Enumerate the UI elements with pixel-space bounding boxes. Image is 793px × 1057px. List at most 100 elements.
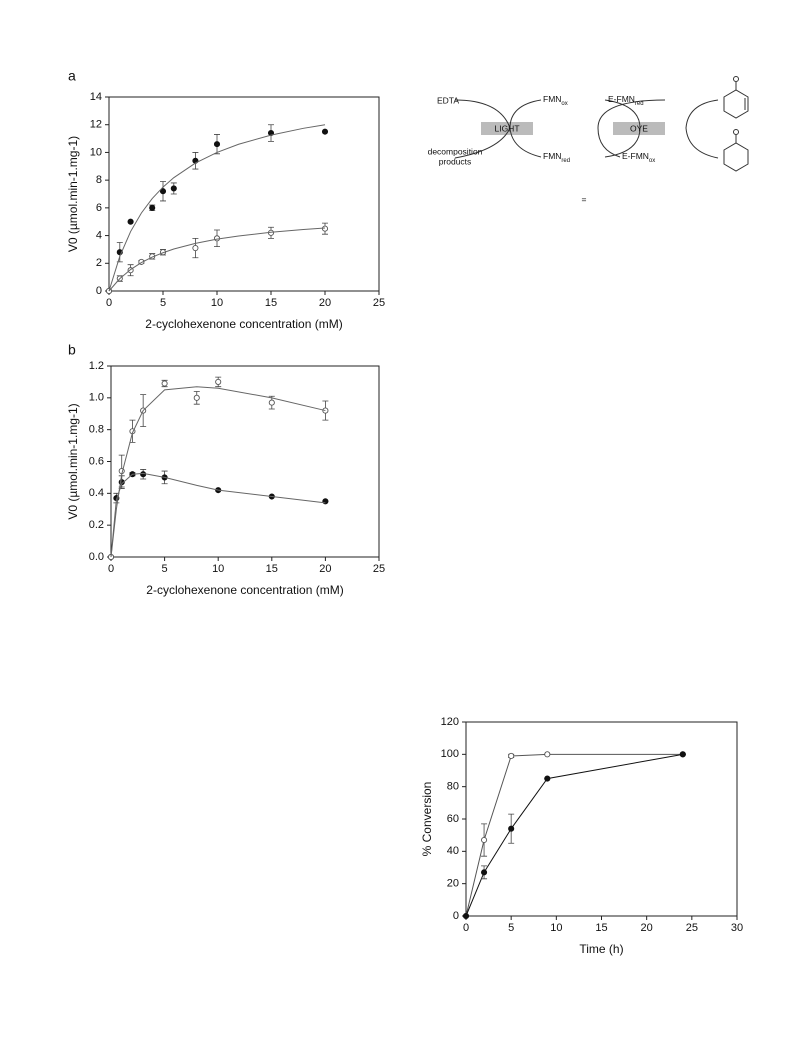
x-tick-label: 15 <box>265 297 277 309</box>
data-point <box>161 380 168 387</box>
data-point <box>213 141 221 148</box>
data-point <box>213 235 221 242</box>
x-tick-label: 25 <box>373 297 385 309</box>
arrow <box>685 99 719 159</box>
edta-label: EDTA <box>437 95 459 105</box>
diagram-label: E-FMNred <box>608 94 644 106</box>
diagram-label: E-FMNox <box>622 151 655 163</box>
data-point <box>321 128 329 135</box>
series-line <box>108 227 326 292</box>
x-tick-label: 5 <box>508 922 514 934</box>
y-tick-label: 20 <box>447 878 459 890</box>
data-point <box>481 869 488 876</box>
data-point <box>481 836 488 844</box>
plot-frame <box>465 721 738 917</box>
x-tick-label: 25 <box>686 922 698 934</box>
x-axis-label: 2-cyclohexenone concentration (mM) <box>146 583 343 597</box>
x-tick-label: 0 <box>106 297 112 309</box>
label-base: E-FMN <box>622 151 649 161</box>
series-line <box>108 124 326 292</box>
label-sub: red <box>635 101 644 107</box>
x-tick-label: 25 <box>373 563 385 575</box>
label-sub: ox <box>561 101 567 107</box>
x-axis-label: Time (h) <box>579 942 623 956</box>
data-point <box>508 825 515 832</box>
data-point <box>679 751 686 758</box>
data-point <box>192 244 199 252</box>
footnote: = <box>582 194 587 204</box>
y-tick-label: 0.8 <box>89 424 104 436</box>
x-axis-label: 2-cyclohexenone concentration (mM) <box>145 317 342 331</box>
data-point <box>268 399 275 406</box>
label-base: FMN <box>543 151 561 161</box>
oxygen <box>733 76 739 82</box>
x-tick-label: 15 <box>266 563 278 575</box>
x-tick-label: 10 <box>212 563 224 575</box>
y-tick-label: 1.0 <box>89 392 104 404</box>
data-point <box>149 204 156 211</box>
y-axis-label: % Conversion <box>420 782 434 857</box>
label-base: E-FMN <box>608 94 635 104</box>
diagram-label: FMNred <box>543 151 570 163</box>
decomposition-label: decomposition <box>428 146 483 156</box>
x-tick-label: 30 <box>731 922 743 934</box>
arrow <box>509 99 542 158</box>
y-tick-label: 0.6 <box>89 455 104 467</box>
panel-label: a <box>68 68 76 84</box>
y-tick-label: 8 <box>96 174 102 186</box>
series-line <box>465 753 683 917</box>
plot-frame <box>108 96 380 292</box>
light-box <box>481 122 533 135</box>
light-label: LIGHT <box>494 123 519 133</box>
x-tick-label: 0 <box>463 922 469 934</box>
y-axis-label: V0 (µmol.min-1.mg-1) <box>66 403 80 519</box>
x-tick-label: 10 <box>211 297 223 309</box>
y-tick-label: 12 <box>90 119 102 131</box>
oye-box <box>613 122 665 135</box>
oxygen <box>733 129 739 135</box>
y-axis-label: V0 (µmol.min-1.mg-1) <box>66 136 80 252</box>
series-line <box>110 386 326 558</box>
x-tick-label: 20 <box>319 297 331 309</box>
y-tick-label: 80 <box>447 781 459 793</box>
y-tick-label: 0.4 <box>89 487 104 499</box>
data-point <box>508 752 515 760</box>
data-point <box>215 378 222 385</box>
plot-frame <box>110 365 380 558</box>
y-tick-label: 1.2 <box>89 360 104 372</box>
y-tick-label: 10 <box>90 146 102 158</box>
y-tick-label: 0.2 <box>89 519 104 531</box>
series-line <box>465 753 683 917</box>
y-tick-label: 4 <box>96 229 102 241</box>
oye-label: OYE <box>630 123 648 133</box>
data-point <box>127 218 134 225</box>
data-point <box>159 188 167 195</box>
y-tick-label: 120 <box>441 716 459 728</box>
diagram-label: FMNox <box>543 94 568 106</box>
y-tick-label: 60 <box>447 813 459 825</box>
data-point <box>544 775 551 782</box>
cyclohexenone <box>723 89 749 119</box>
x-tick-label: 5 <box>162 563 168 575</box>
decomposition-label: products <box>439 156 472 166</box>
x-tick-label: 20 <box>641 922 653 934</box>
x-tick-label: 20 <box>319 563 331 575</box>
data-point <box>170 185 177 192</box>
data-point <box>321 225 329 232</box>
label-sub: ox <box>649 158 655 164</box>
x-tick-label: 5 <box>160 297 166 309</box>
scheme <box>454 76 749 172</box>
y-tick-label: 2 <box>96 257 102 269</box>
label-sub: red <box>561 158 570 164</box>
x-tick-label: 0 <box>108 563 114 575</box>
panel-label: b <box>68 342 76 358</box>
data-point <box>544 751 551 758</box>
y-tick-label: 40 <box>447 845 459 857</box>
y-tick-label: 14 <box>90 91 102 103</box>
y-tick-label: 0 <box>96 285 102 297</box>
x-tick-label: 10 <box>550 922 562 934</box>
label-base: FMN <box>543 94 561 104</box>
arrow <box>597 99 666 158</box>
